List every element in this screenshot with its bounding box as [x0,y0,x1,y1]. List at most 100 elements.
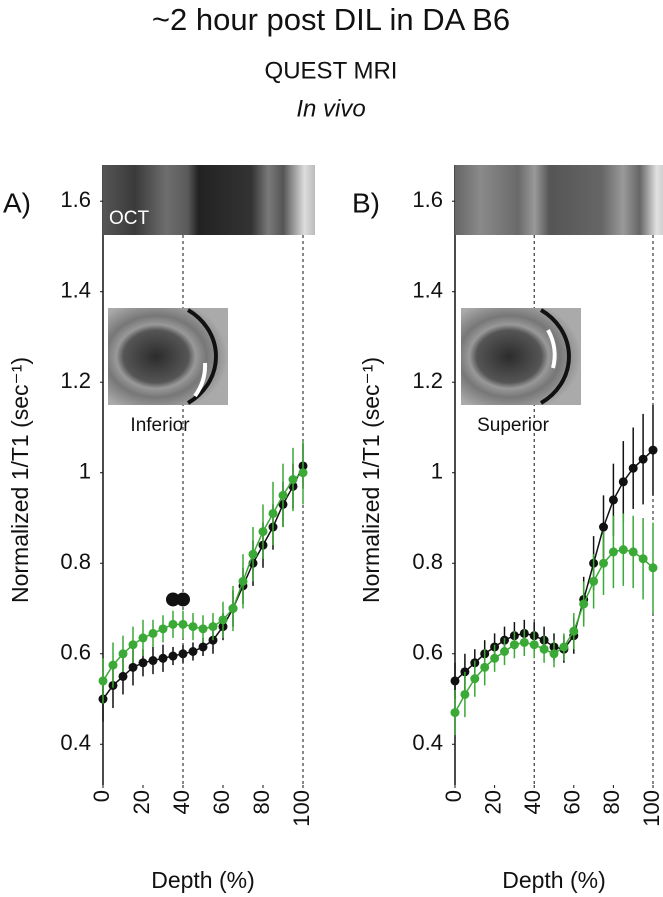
y-tick-label: 1.6 [60,187,91,212]
inset-image [108,308,228,405]
data-point [118,649,128,659]
x-tick-label: 40 [520,790,545,814]
y-tick-label: 0.6 [60,640,91,665]
data-point [648,445,658,455]
data-point [460,689,470,699]
data-point [148,628,158,638]
data-point [298,468,308,478]
x-tick-label: 0 [441,790,466,802]
data-point [638,454,648,464]
data-point [258,527,268,537]
title: ~2 hour post DIL in DA B6 [152,2,510,37]
data-point [128,662,138,672]
data-point [198,642,208,652]
data-point [98,676,108,686]
x-tick-label: 60 [560,790,585,814]
x-tick-label: 100 [289,790,314,827]
data-point [108,660,118,670]
data-point [238,576,248,586]
y-tick-label: 1.2 [412,368,443,393]
data-point [198,624,208,634]
y-axis-label: Normalized 1/T1 (sec⁻¹) [358,357,384,603]
data-point [628,547,638,557]
data-point [158,653,168,663]
significance-marker [176,592,190,607]
y-tick-label: 0.8 [60,549,91,574]
data-point [128,640,138,650]
data-point [608,547,618,557]
y-tick-label: 1 [431,459,443,484]
data-point [450,708,460,718]
data-point [648,563,658,573]
data-point [188,646,198,656]
y-tick-label: 1.2 [60,368,91,393]
data-point [490,653,500,663]
data-point [539,644,549,654]
data-point [188,622,198,632]
x-tick-label: 100 [639,790,663,827]
data-point [599,558,608,568]
subtitle: QUEST MRI [265,57,398,84]
inset-arc [186,308,218,405]
data-point [608,495,618,505]
inset-arc [539,308,571,405]
data-point [178,649,188,659]
data-point [158,624,168,634]
y-tick-label: 0.6 [412,640,443,665]
image-label: OCT [109,208,150,229]
y-axis-label: Normalized 1/T1 (sec⁻¹) [7,357,33,603]
data-point [628,463,638,473]
data-point [138,658,148,668]
data-point [519,637,529,647]
panel-label: B) [352,187,380,218]
panel: B) 0.4 0.6 0.8 1 1.2 1.4 1.6 0 20 40 60 80 100 Depth (… [352,165,663,893]
data-point [148,656,158,666]
y-tick-label: 0.8 [412,549,443,574]
data-point [288,475,298,485]
inset-label: Superior [477,415,549,436]
x-axis-label: Depth (%) [151,867,255,893]
x-axis-label: Depth (%) [502,867,606,893]
panel: OCT A) 0.4 0.6 0.8 1 1.2 1.4 1.6 0 20 40 60 80 100 Dept… [3,165,315,893]
data-point [218,615,228,625]
data-point [278,490,288,500]
significance-marker [166,592,180,607]
data-point [228,604,238,614]
data-point [559,642,569,652]
data-point [168,651,178,661]
data-point [599,522,608,532]
oct-image [103,165,315,235]
x-tick-label: 80 [599,790,624,814]
data-point [248,549,258,559]
oct-image [455,165,663,235]
y-tick-label: 0.4 [60,730,91,755]
data-point [618,477,628,487]
data-point [638,554,648,564]
y-tick-label: 1.4 [60,278,91,303]
inset-image [461,308,581,405]
data-point [268,508,278,518]
data-point [450,676,460,686]
x-tick-label: 80 [249,790,274,814]
data-point [509,640,519,650]
inset-label: Inferior [130,415,190,436]
y-tick-label: 0.4 [412,730,443,755]
data-point [480,662,490,672]
inset-highlight [193,362,208,398]
data-point [529,640,539,650]
data-point [579,599,589,609]
data-point [500,646,509,656]
x-tick-label: 60 [209,790,234,814]
x-tick-label: 20 [129,790,154,814]
data-point [118,671,128,681]
data-point [589,576,599,586]
data-point [138,633,148,643]
x-tick-label: 40 [169,790,194,814]
x-tick-label: 20 [480,790,505,814]
data-point [178,619,188,629]
data-point [549,649,559,659]
data-point [569,626,579,636]
y-tick-label: 1 [79,459,91,484]
x-tick-label: 0 [89,790,114,802]
